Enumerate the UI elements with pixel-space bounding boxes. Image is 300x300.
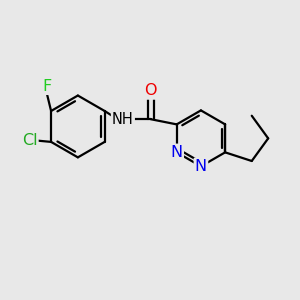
Text: N: N bbox=[171, 145, 183, 160]
Text: O: O bbox=[145, 83, 157, 98]
Text: Cl: Cl bbox=[22, 133, 38, 148]
Text: NH: NH bbox=[112, 112, 134, 127]
Text: F: F bbox=[42, 79, 51, 94]
Text: N: N bbox=[195, 159, 207, 174]
